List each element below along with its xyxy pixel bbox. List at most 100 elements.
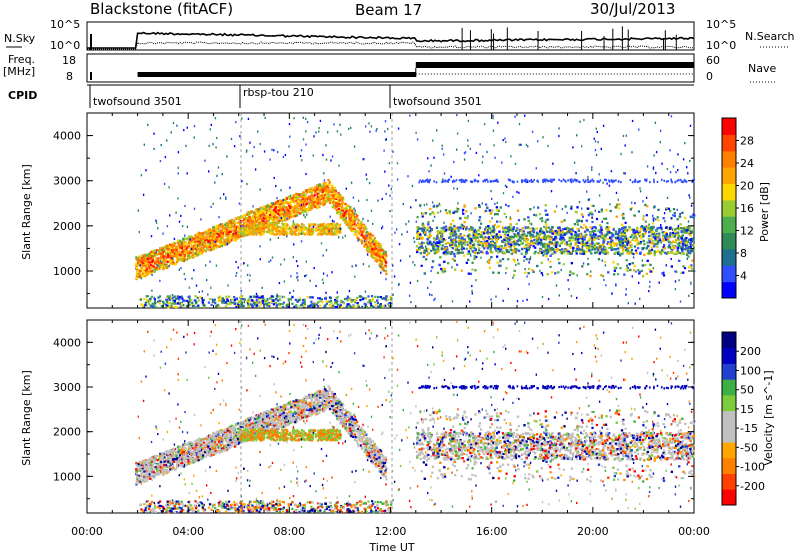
power-point [321,194,324,197]
power-point [247,220,250,223]
power-point [303,193,306,196]
power-point [272,228,275,231]
power-point [297,233,300,236]
power-point [302,207,305,210]
power-point [206,244,209,247]
power-point [306,200,309,204]
power-point [198,299,201,302]
power-point [164,258,168,261]
power-point [221,226,224,229]
power-point [227,303,230,306]
power-point [292,194,295,197]
power-point [173,252,176,255]
power-point [380,244,383,247]
power-point [214,232,217,235]
power-point [282,229,285,233]
power-point [369,240,373,243]
power-point [138,273,141,276]
power-point [270,214,273,217]
power-point [300,208,303,212]
power-point [327,195,330,198]
power-point [310,303,313,306]
power-point [214,238,217,241]
power-point [336,193,339,197]
power-point [182,240,185,243]
power-point [206,231,209,234]
power-point [333,192,336,195]
power-point [282,203,285,206]
power-point [374,239,377,242]
power-point [154,302,157,305]
power-point [362,227,365,230]
power-point [209,246,212,249]
power-point [463,234,466,237]
power-point [312,228,315,231]
power-point [224,305,227,308]
power-point [249,232,253,236]
power-point [286,206,289,209]
power-point [319,184,322,187]
power-point [361,235,365,238]
power-point [177,245,180,248]
power-point [194,247,197,250]
power-point [321,195,324,198]
power-point [275,230,278,233]
power-point [289,227,292,230]
power-point [248,297,251,300]
power-point [296,204,299,207]
power-point [184,245,187,248]
power-point [384,250,388,254]
power-point [353,223,356,227]
power-point [339,300,342,303]
power-point [305,202,308,205]
power-point [304,198,307,201]
power-point [272,216,275,219]
power-point [363,235,366,238]
cpid-segment-0: twofsound 3501 [93,95,182,108]
power-point [386,298,389,301]
power-point [354,227,357,230]
power-point [350,226,353,229]
power-point [160,261,163,264]
power-point [321,187,324,190]
power-point [379,265,382,268]
power-point [302,197,305,200]
power-point [176,260,179,263]
power-point [215,246,218,249]
power-point [187,245,190,248]
power-point [265,205,268,209]
power-point [197,234,200,237]
power-point [253,213,257,216]
power-point [145,272,148,275]
power-point [296,224,299,228]
power-point [335,202,338,205]
power-point [200,244,203,247]
power-point [376,302,379,305]
power-point [344,218,347,221]
power-point [143,255,146,258]
power-point [348,212,351,215]
power-point [157,259,160,262]
power-point [184,241,187,244]
power-point [324,297,327,300]
power-point [276,216,279,219]
power-point [255,299,258,302]
power-point [352,305,355,308]
power-point [180,242,183,245]
power-point [322,182,325,185]
power-point [318,200,321,203]
power-point [278,201,281,204]
power-point [272,206,275,209]
power-point [297,232,300,235]
power-point [251,218,254,221]
power-point [218,237,221,240]
power-point [353,233,356,236]
power-point [170,251,173,254]
power-point [137,263,140,266]
power-point [224,223,227,226]
power-point [296,300,299,303]
power-point [335,226,338,229]
power-point [227,234,230,238]
power-point [318,297,321,300]
power-point [377,254,380,257]
